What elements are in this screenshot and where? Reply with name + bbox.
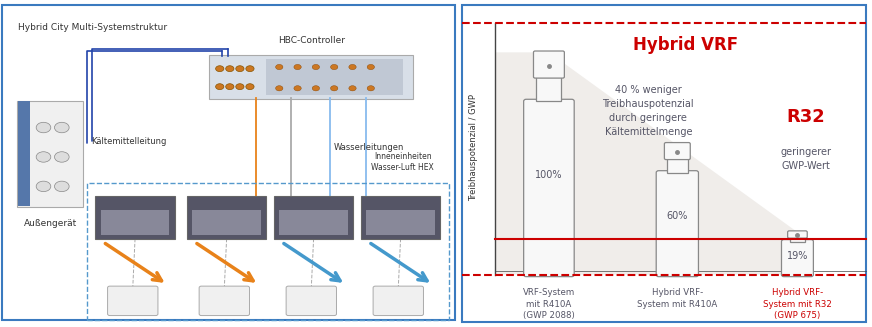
Text: Kältemittelleitung: Kältemittelleitung [92,137,167,146]
Bar [18,101,30,206]
Circle shape [235,84,244,90]
Circle shape [215,84,224,90]
Text: Inneneinheiten
Wasser-Luft HEX: Inneneinheiten Wasser-Luft HEX [371,152,434,172]
Circle shape [349,64,356,70]
Circle shape [367,86,374,91]
FancyBboxPatch shape [657,171,698,277]
Circle shape [276,64,283,70]
FancyBboxPatch shape [781,240,814,277]
FancyBboxPatch shape [3,5,454,320]
Text: 19%: 19% [787,250,808,261]
Bar [536,77,562,101]
Circle shape [226,66,234,72]
FancyBboxPatch shape [95,196,175,239]
Circle shape [36,152,51,162]
Polygon shape [495,52,811,275]
Bar [790,237,805,242]
Text: Treibhauspotenzial / GWP: Treibhauspotenzial / GWP [469,94,478,201]
Circle shape [54,152,69,162]
FancyBboxPatch shape [286,286,337,316]
Text: Hybrid VRF: Hybrid VRF [633,36,739,54]
Circle shape [36,181,51,192]
Bar [266,59,403,95]
Circle shape [246,66,254,72]
FancyBboxPatch shape [361,196,440,239]
Text: Hybrid VRF-
System mit R32
(GWP 675): Hybrid VRF- System mit R32 (GWP 675) [763,288,832,320]
FancyBboxPatch shape [664,143,691,160]
Circle shape [367,64,374,70]
Text: 100%: 100% [535,170,562,180]
Text: 40 % weniger
Treibhauspotenzial
durch geringere
Kältemittelmenge: 40 % weniger Treibhauspotenzial durch ge… [603,85,694,137]
FancyBboxPatch shape [524,99,574,277]
Circle shape [36,122,51,133]
Bar [279,210,348,235]
FancyBboxPatch shape [787,231,807,238]
FancyBboxPatch shape [534,51,564,78]
FancyBboxPatch shape [17,101,84,207]
Circle shape [349,86,356,91]
Circle shape [312,64,319,70]
Circle shape [54,181,69,192]
FancyBboxPatch shape [373,286,424,316]
Circle shape [294,64,301,70]
Circle shape [246,84,254,90]
Text: Wasserleitungen: Wasserleitungen [334,144,405,152]
Text: Außengerät: Außengerät [24,219,77,228]
Bar [366,210,435,235]
Text: HBC-Controller: HBC-Controller [278,36,344,44]
FancyBboxPatch shape [187,196,267,239]
Text: VRF-System
mit R410A
(GWP 2088): VRF-System mit R410A (GWP 2088) [523,288,575,320]
FancyBboxPatch shape [107,286,158,316]
Text: 60%: 60% [666,211,688,221]
Bar [101,210,169,235]
Circle shape [226,84,234,90]
Text: Hybrid City Multi-Systemstruktur: Hybrid City Multi-Systemstruktur [18,23,167,32]
FancyBboxPatch shape [274,196,353,239]
Circle shape [330,86,337,91]
Circle shape [54,122,69,133]
Circle shape [294,86,301,91]
FancyBboxPatch shape [462,5,866,322]
Circle shape [215,66,224,72]
Text: Hybrid VRF-
System mit R410A: Hybrid VRF- System mit R410A [637,288,718,309]
Circle shape [330,64,337,70]
FancyBboxPatch shape [199,286,249,316]
Circle shape [312,86,319,91]
Circle shape [276,86,283,91]
Text: geringerer
GWP-Wert: geringerer GWP-Wert [780,147,831,171]
Bar [667,158,688,173]
Bar [192,210,261,235]
FancyBboxPatch shape [209,55,413,99]
Text: R32: R32 [787,108,825,126]
Circle shape [235,66,244,72]
